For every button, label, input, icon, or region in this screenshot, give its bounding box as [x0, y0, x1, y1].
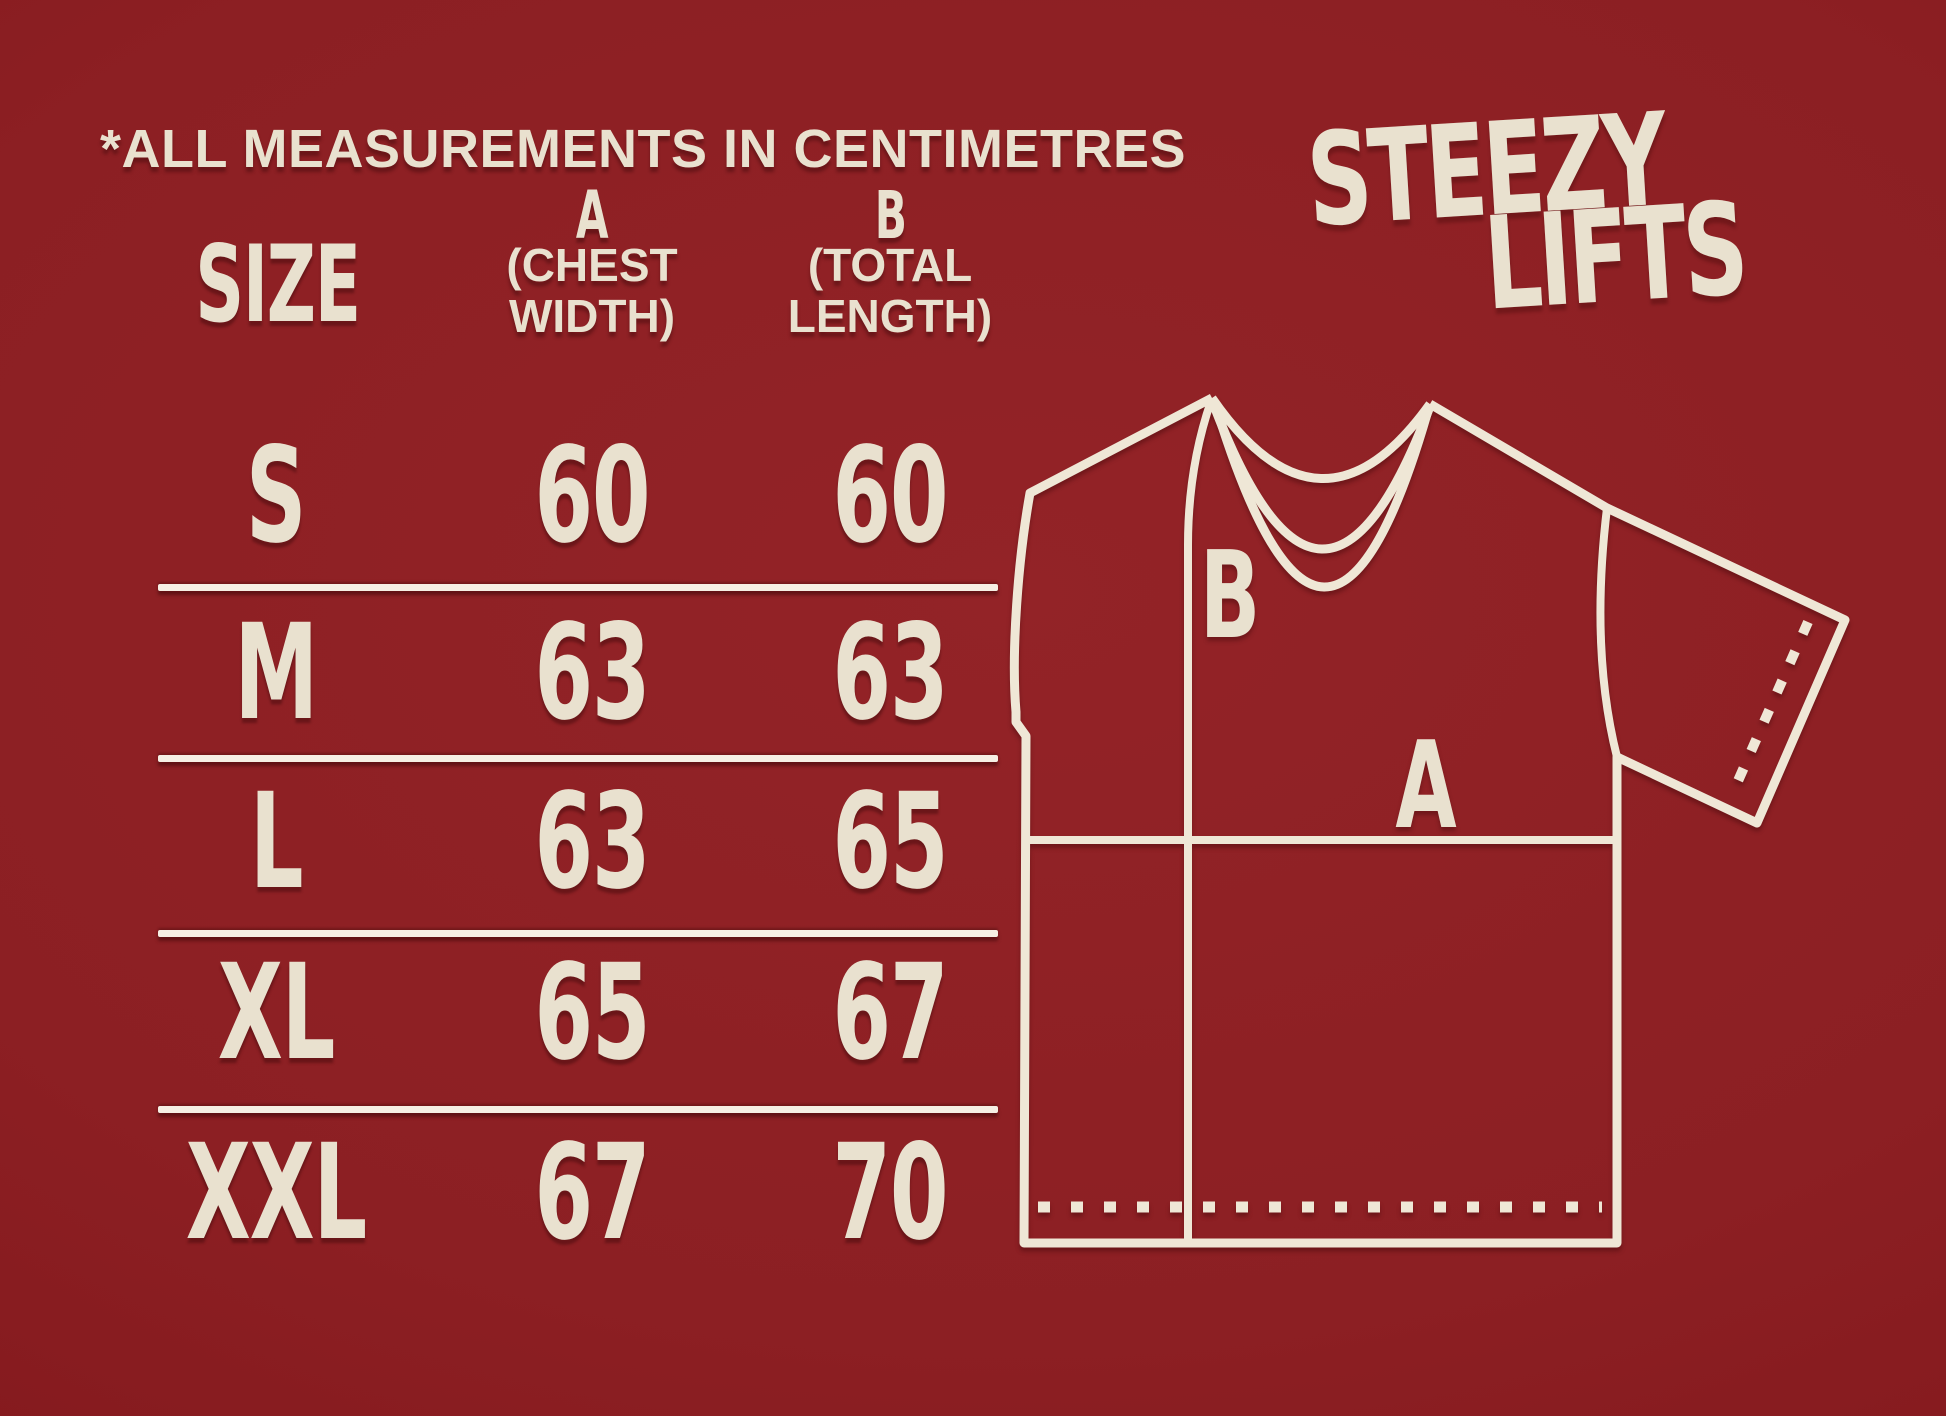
total-length-value: 60 — [832, 419, 948, 573]
size-label: S — [246, 419, 307, 573]
column-header-a-caption: (CHEST WIDTH) — [506, 239, 678, 342]
tshirt-outline — [1009, 394, 1850, 1248]
total-length-value: 65 — [832, 765, 948, 919]
row-separator — [158, 584, 998, 591]
brand-logo: STEEZY LIFTS — [1289, 67, 1864, 361]
row-separator — [158, 755, 998, 762]
chest-width-value: 60 — [534, 419, 650, 573]
size-label: M — [234, 596, 319, 750]
chest-width-value: 63 — [534, 596, 650, 750]
column-header-size: SIZE — [195, 223, 362, 346]
armhole-seam — [1596, 507, 1621, 758]
total-length-value: 63 — [832, 596, 948, 750]
chest-width-value: 63 — [534, 765, 650, 919]
size-label: L — [249, 765, 304, 919]
total-length-value: 67 — [832, 936, 948, 1090]
diagram-label-a: A — [1395, 716, 1457, 855]
chest-width-value: 67 — [534, 1116, 650, 1270]
column-header-a-letter: A — [576, 177, 609, 254]
cuff-stitch-dashes — [1729, 619, 1813, 793]
tshirt-measurement-diagram: B A — [1009, 394, 1850, 1248]
row-separator — [158, 1106, 998, 1113]
total-length-value: 70 — [832, 1116, 948, 1270]
measurement-note: *ALL MEASUREMENTS IN CENTIMETRES — [100, 119, 1187, 179]
collar-rib-curve — [1208, 401, 1434, 554]
size-label: XXL — [185, 1116, 368, 1270]
row-separator — [158, 930, 998, 937]
collar-front-curve — [1212, 408, 1432, 592]
measure-line-b — [1184, 399, 1215, 1240]
column-header-b-letter: B — [874, 177, 907, 254]
chest-width-value: 65 — [534, 936, 650, 1090]
column-header-b-caption: (TOTAL LENGTH) — [787, 239, 993, 342]
diagram-label-b: B — [1200, 526, 1260, 665]
size-label: XL — [217, 936, 336, 1090]
brand-logo-line2: LIFTS — [1480, 174, 1749, 340]
collar-back-curve — [1208, 395, 1434, 483]
